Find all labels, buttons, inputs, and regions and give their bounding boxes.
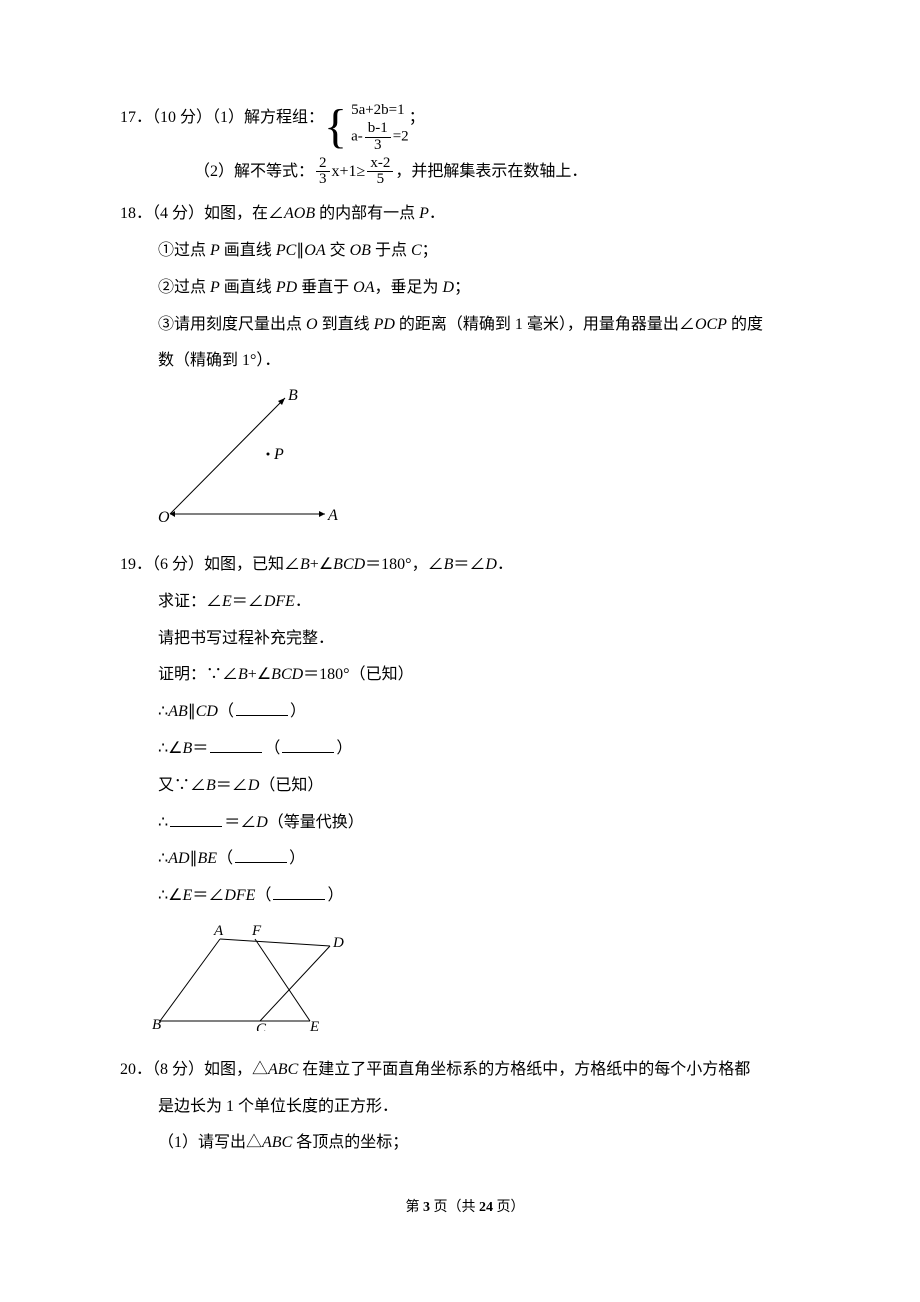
left-brace-icon: { <box>324 103 347 151</box>
page-total: 24 <box>479 1200 493 1215</box>
svg-text:E: E <box>309 1019 319 1031</box>
q17-tail: ； <box>409 100 425 137</box>
q19-p1: 求证：∠E＝∠DFE． <box>120 584 810 621</box>
question-18: 18．（4 分）如图，在∠AOB 的内部有一点 P． ①过点 P 画直线 PC∥… <box>120 196 810 541</box>
label-A: A <box>327 507 338 524</box>
q18-l1: ①过点 P 画直线 PC∥OA 交 OB 于点 C； <box>120 233 810 270</box>
text: ． <box>429 205 445 222</box>
q18-l2: ②过点 P 画直线 PD 垂直于 OA，垂足为 D； <box>120 270 810 307</box>
page-footer: 第 3 页（共 24 页） <box>120 1192 810 1224</box>
blank <box>273 883 325 900</box>
equation-system: { 5a+2b=1 a-b-13=2 <box>324 100 409 154</box>
text: x+1≥ <box>332 163 366 180</box>
label-P: P <box>273 446 284 463</box>
text: 的内部有一点 <box>315 205 419 222</box>
q19-p9: ∴∠E＝∠DFE（） <box>120 878 810 915</box>
question-19: 19．（6 分）如图，已知∠B+∠BCD＝180°，∠B＝∠D． 求证：∠E＝∠… <box>120 547 810 1046</box>
q19-p5: ∴∠B＝（） <box>120 731 810 768</box>
angle-figure-icon: O A B P <box>150 386 340 526</box>
question-17: 17．（10 分）（1）解方程组： { 5a+2b=1 a-b-13=2 ； （… <box>120 100 810 190</box>
svg-text:A: A <box>213 923 224 939</box>
blank <box>210 736 262 753</box>
quadrilateral-figure-icon: B C E A F D <box>150 921 350 1031</box>
blank <box>170 810 222 827</box>
blank <box>235 846 287 863</box>
q17-part1: 17．（10 分）（1）解方程组： { 5a+2b=1 a-b-13=2 ； <box>120 100 810 154</box>
eq1: 5a+2b=1 <box>351 100 409 121</box>
text: P <box>419 205 429 222</box>
text: AOB <box>284 205 315 222</box>
q20-s1: （1）请写出△ABC 各顶点的坐标； <box>120 1125 810 1162</box>
svg-text:D: D <box>332 935 344 951</box>
svg-text:C: C <box>256 1021 267 1031</box>
q19-p2: 请把书写过程补充完整． <box>120 621 810 658</box>
blank <box>282 736 334 753</box>
text: （2）解不等式： <box>194 163 314 180</box>
q19-p3: 证明：∵∠B+∠BCD＝180°（已知） <box>120 657 810 694</box>
q20-l2: 是边长为 1 个单位长度的正方形． <box>120 1089 810 1126</box>
text: 18．（4 分）如图，在∠ <box>120 205 284 222</box>
text: ，并把解集表示在数轴上． <box>395 163 587 180</box>
q18-head: 18．（4 分）如图，在∠AOB 的内部有一点 P． <box>120 196 810 233</box>
q19-p6: 又∵∠B＝∠D（已知） <box>120 768 810 805</box>
q18-l4: 数（精确到 1°）． <box>120 343 810 380</box>
label-O: O <box>158 509 170 526</box>
q19-p4: ∴AB∥CD（） <box>120 694 810 731</box>
q19-head: 19．（6 分）如图，已知∠B+∠BCD＝180°，∠B＝∠D． <box>120 547 810 584</box>
fraction: 23 <box>316 156 330 189</box>
q18-l3: ③请用刻度尺量出点 O 到直线 PD 的距离（精确到 1 毫米），用量角器量出∠… <box>120 307 810 344</box>
blank <box>236 699 288 716</box>
q19-p7: ∴＝∠D（等量代换） <box>120 805 810 842</box>
question-20: 20．（8 分）如图，△ABC 在建立了平面直角坐标系的方格纸中，方格纸中的每个… <box>120 1052 810 1162</box>
svg-text:B: B <box>152 1017 161 1031</box>
q20-head: 20．（8 分）如图，△ABC 在建立了平面直角坐标系的方格纸中，方格纸中的每个… <box>120 1052 810 1089</box>
fraction: x-25 <box>367 156 393 189</box>
label-B: B <box>288 387 298 404</box>
eq2: a-b-13=2 <box>351 121 409 154</box>
page-current: 3 <box>423 1200 430 1215</box>
q19-figure: B C E A F D <box>150 921 810 1046</box>
q17-part2: （2）解不等式：23x+1≥x-25，并把解集表示在数轴上． <box>120 154 810 191</box>
q19-p8: ∴AD∥BE（） <box>120 841 810 878</box>
svg-text:F: F <box>251 923 262 939</box>
q18-figure: O A B P <box>150 386 810 541</box>
q17-num: 17．（10 分）（1）解方程组： <box>120 100 324 137</box>
